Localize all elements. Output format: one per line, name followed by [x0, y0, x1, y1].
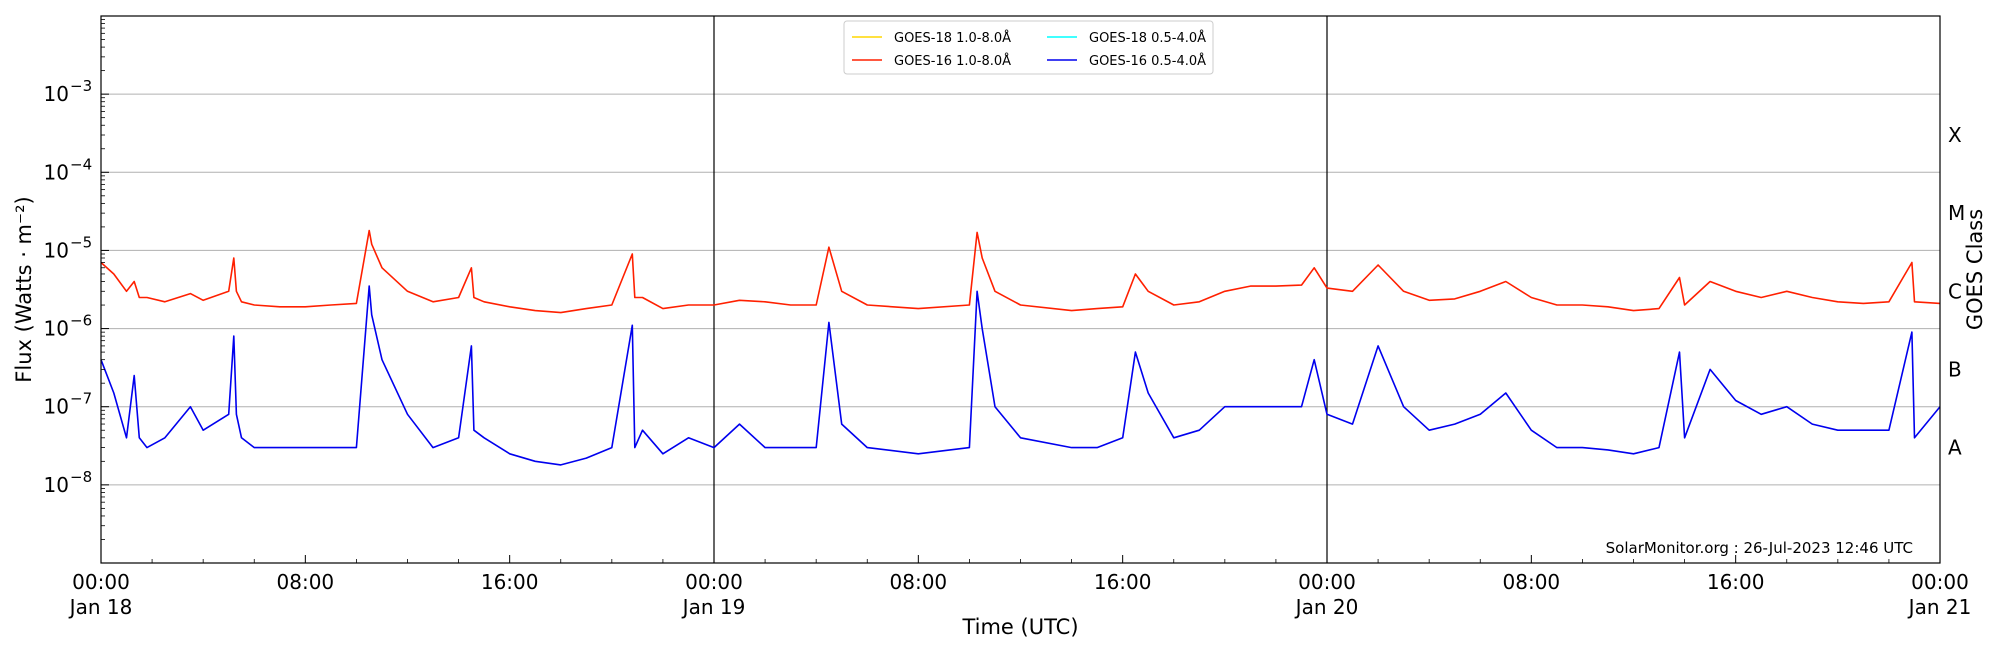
x-tick-time-label: 08:00: [277, 570, 335, 594]
x-tick-time-label: 00:00: [1911, 570, 1969, 594]
x-axis-title: Time (UTC): [961, 615, 1078, 639]
y-tick-exponent: −5: [70, 233, 92, 251]
y-tick-label: 10: [44, 317, 69, 341]
x-tick-time-label: 16:00: [1094, 570, 1152, 594]
goes-class-label: M: [1948, 201, 1965, 225]
legend-label: GOES-16 0.5-4.0Å: [1089, 53, 1206, 69]
day-divider-layer: [713, 16, 1328, 563]
y-tick-label: 10: [44, 82, 69, 106]
x-tick-date-label: Jan 18: [68, 595, 133, 619]
x-tick-date-label: Jan 20: [1294, 595, 1359, 619]
x-tick-time-label: 08:00: [1503, 570, 1561, 594]
x-tick-time-label: 00:00: [685, 570, 743, 594]
y-tick-label: 10: [44, 395, 69, 419]
x-tick-time-label: 16:00: [1707, 570, 1765, 594]
y-tick-exponent: −7: [70, 390, 92, 408]
x-tick-time-label: 16:00: [481, 570, 539, 594]
y-tick-exponent: −8: [70, 468, 92, 486]
series-line-4: [100, 285, 1941, 466]
legend-label: GOES-16 1.0-8.0Å: [894, 53, 1011, 69]
goes-class-label: A: [1948, 436, 1962, 460]
y-tick-label: 10: [44, 160, 69, 184]
legend-box: [843, 20, 1214, 75]
legend-label: GOES-18 1.0-8.0Å: [894, 30, 1011, 46]
x-tick-date-label: Jan 19: [681, 595, 746, 619]
x-tick-time-label: 08:00: [890, 570, 948, 594]
plot-frame: [100, 15, 1941, 564]
series-layer: [100, 229, 1941, 466]
series-line-2: [100, 229, 1941, 314]
x-tick-time-label: 00:00: [1298, 570, 1356, 594]
grid-layer: [101, 93, 1940, 486]
goes-class-axis-title: GOES Class: [1963, 209, 1987, 330]
y-tick-label: 10: [44, 473, 69, 497]
legend: GOES-18 1.0-8.0Å GOES-16 1.0-8.0Å GOES-18 …: [843, 20, 1214, 75]
goes-class-label: C: [1948, 279, 1962, 303]
y-tick-label: 10: [44, 238, 69, 262]
y-tick-exponent: −4: [70, 155, 92, 173]
goes-class-label: X: [1948, 123, 1962, 147]
goes-class-labels: X M C B A: [1948, 123, 1965, 460]
y-axis-ticks: 10−310−410−510−610−710−8: [44, 19, 109, 540]
credit-text: SolarMonitor.org : 26-Jul-2023 12:46 UTC: [1606, 539, 1913, 557]
x-tick-date-label: Jan 21: [1907, 595, 1972, 619]
x-tick-time-label: 00:00: [72, 570, 130, 594]
y-axis-title: Flux (Watts · m⁻²): [12, 196, 36, 382]
y-tick-exponent: −6: [70, 312, 92, 330]
y-tick-exponent: −3: [70, 77, 92, 95]
legend-label: GOES-18 0.5-4.0Å: [1089, 30, 1206, 46]
goes-class-label: B: [1948, 357, 1962, 381]
